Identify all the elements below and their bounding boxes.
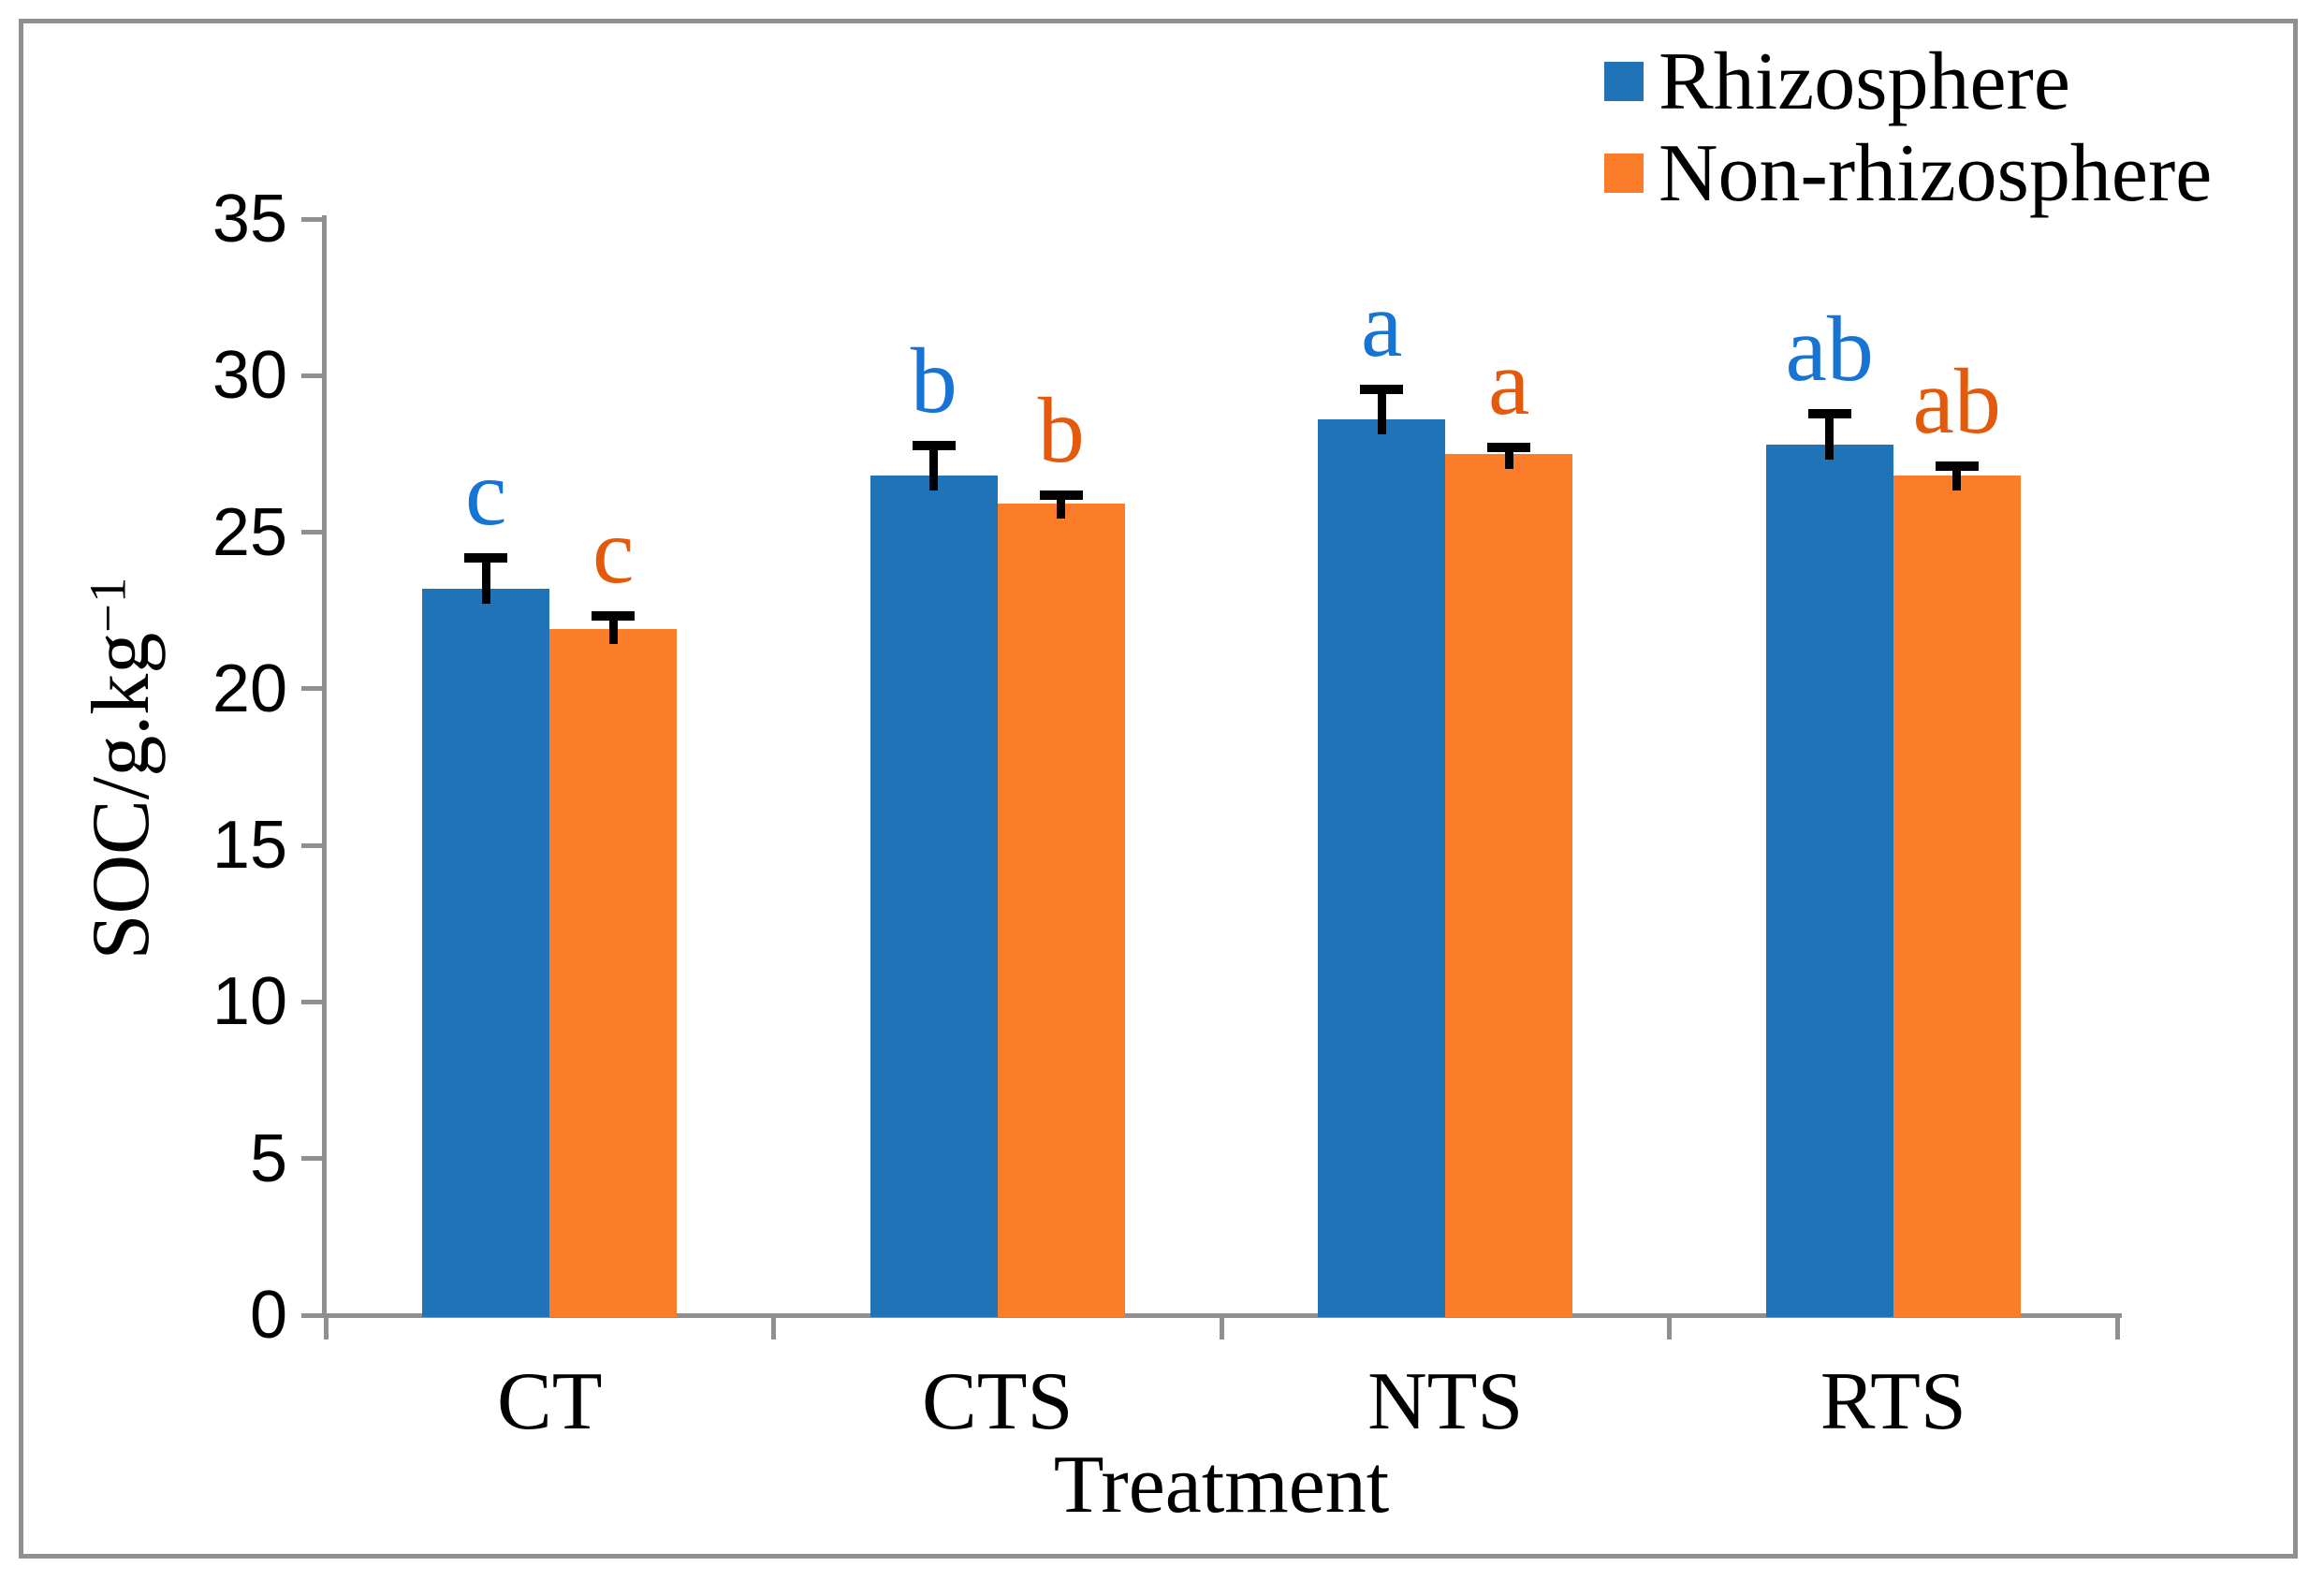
bar-non-rhizosphere-rts <box>1893 476 2021 1317</box>
error-bar-cap <box>1360 384 1404 394</box>
error-bar-stem <box>1377 388 1386 435</box>
legend-row-rhizosphere: Rhizosphere <box>1604 36 2212 127</box>
bar-non-rhizosphere-nts <box>1445 453 1573 1317</box>
y-tick-label: 15 <box>212 808 287 884</box>
x-axis-tick <box>1667 1313 1672 1339</box>
legend: Rhizosphere Non-rhizosphere <box>1604 36 2212 219</box>
significance-letter: b <box>1037 378 1085 483</box>
y-tick-label: 20 <box>212 651 287 726</box>
error-bar-stem <box>1504 446 1513 469</box>
significance-letter: a <box>1488 329 1530 434</box>
bar-non-rhizosphere-cts <box>997 504 1125 1317</box>
y-tick-label: 35 <box>212 182 287 256</box>
significance-letter: c <box>592 499 635 604</box>
x-axis-title: Treatment <box>1053 1440 1390 1530</box>
y-axis-title-exponent: −1 <box>79 576 137 633</box>
y-tick-label: 0 <box>249 1278 287 1353</box>
x-category-label: RTS <box>1820 1356 1966 1447</box>
y-tick-label: 25 <box>212 494 287 570</box>
x-category-label: CTS <box>922 1356 1074 1447</box>
error-bar-cap <box>1935 461 1979 471</box>
error-bar-cap <box>464 553 508 564</box>
x-axis-tick <box>2114 1313 2120 1339</box>
bar-rhizosphere-rts <box>1765 444 1893 1317</box>
rhizosphere-swatch-icon <box>1604 62 1644 101</box>
y-axis-tick <box>301 999 326 1004</box>
y-axis-tick <box>301 373 326 378</box>
y-axis-tick <box>301 1156 326 1162</box>
y-axis-tick <box>301 1312 326 1318</box>
x-axis-tick <box>1219 1313 1224 1339</box>
y-tick-label: 5 <box>249 1120 287 1196</box>
figure-border <box>19 19 2298 1559</box>
error-bar-cap <box>912 440 956 450</box>
error-bar-stem <box>481 557 490 604</box>
error-bar-stem <box>1057 494 1066 520</box>
error-bar-stem <box>1825 413 1834 460</box>
y-tick-label: 30 <box>212 338 287 414</box>
x-category-label: CT <box>497 1356 603 1447</box>
y-axis-tick <box>301 842 326 848</box>
error-bar-cap <box>592 611 636 622</box>
y-axis-tick <box>301 530 326 535</box>
bar-rhizosphere-cts <box>870 476 998 1317</box>
legend-label-non-rhizosphere: Non-rhizosphere <box>1659 127 2213 219</box>
bar-rhizosphere-nts <box>1318 419 1446 1317</box>
y-axis-title-base: SOC/g.kg <box>76 632 168 960</box>
legend-row-non-rhizosphere: Non-rhizosphere <box>1604 127 2212 219</box>
error-bar-stem <box>608 615 618 645</box>
error-bar-cap <box>1039 490 1083 501</box>
significance-letter: a <box>1361 271 1403 376</box>
x-axis-tick <box>323 1313 329 1339</box>
significance-letter: ab <box>1785 297 1874 402</box>
x-category-label: NTS <box>1367 1356 1524 1447</box>
bar-non-rhizosphere-ct <box>549 629 678 1317</box>
error-bar-cap <box>1807 409 1851 419</box>
y-axis-line <box>322 215 327 1318</box>
y-tick-label: 10 <box>212 964 287 1040</box>
significance-letter: b <box>910 328 957 432</box>
error-bar-stem <box>929 444 939 491</box>
y-axis-tick <box>301 686 326 692</box>
error-bar-stem <box>1952 464 1962 491</box>
significance-letter: ab <box>1912 348 2001 453</box>
non-rhizosphere-swatch-icon <box>1604 154 1644 193</box>
legend-label-rhizosphere: Rhizosphere <box>1659 36 2070 127</box>
x-axis-tick <box>771 1313 776 1339</box>
bar-rhizosphere-ct <box>422 588 550 1317</box>
significance-letter: c <box>465 441 507 546</box>
error-bar-cap <box>1487 442 1531 452</box>
y-axis-tick <box>301 216 326 222</box>
y-axis-title: SOC/g.kg−1 <box>59 389 167 1148</box>
